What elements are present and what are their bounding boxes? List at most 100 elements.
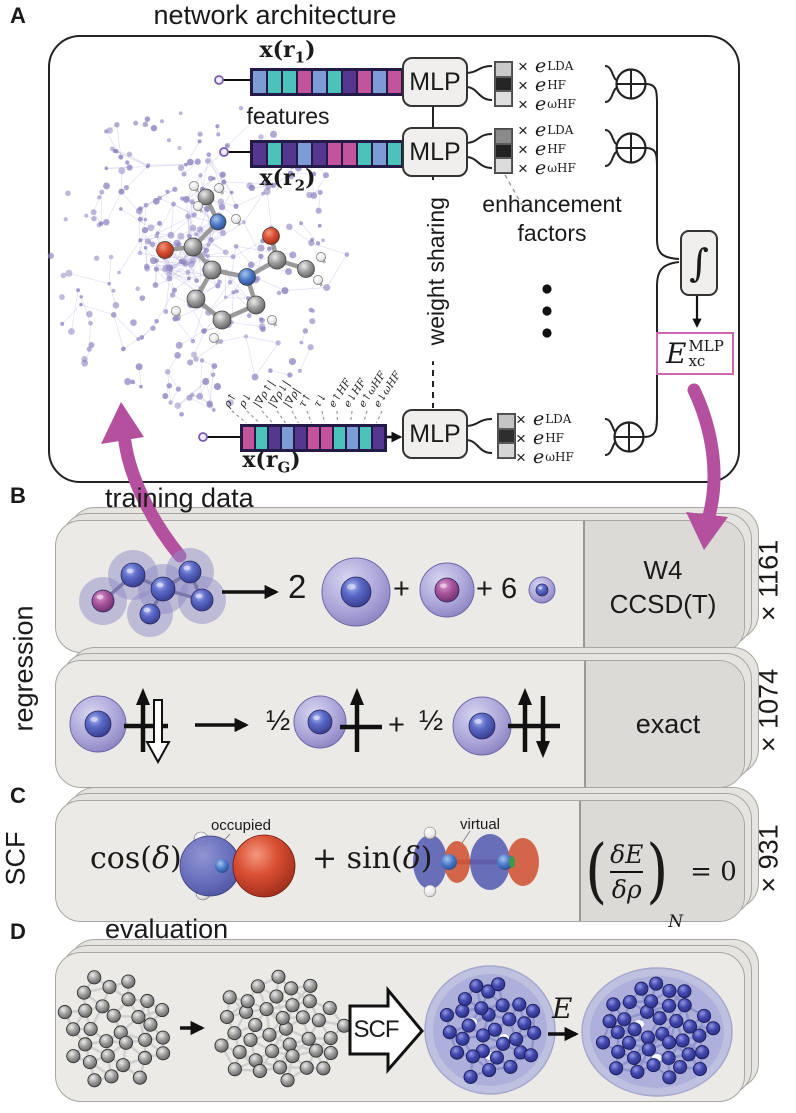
feature-cell: [297, 70, 312, 94]
weight-sharing-label: weight sharing: [422, 181, 450, 362]
times-sign: ×: [518, 95, 528, 114]
e-symbol: e: [534, 138, 547, 160]
xr1-pre: x(r: [259, 37, 295, 63]
feature-cell: [357, 70, 372, 94]
factor-row: × e ωHF: [518, 157, 576, 179]
enhancement-factors-label: enhancement factors: [462, 190, 642, 248]
energy-label: E: [552, 992, 573, 1025]
feature-vector-r1: [250, 68, 419, 96]
feature-cell: [307, 426, 320, 450]
xrg-label: x(rG): [214, 447, 329, 476]
factor-row: × e LDA: [516, 408, 574, 430]
xrg-post: ): [290, 447, 301, 473]
e-symbol: e: [534, 74, 547, 96]
card-stack-scf: [55, 787, 759, 922]
weight-cell: [495, 158, 512, 174]
weight-cell: [495, 76, 512, 92]
frac-den: δρ: [611, 875, 642, 904]
feature-cell: [242, 426, 255, 450]
rparen: ): [646, 830, 669, 912]
e-superscript: LDA: [547, 123, 574, 137]
times-sign: ×: [518, 57, 528, 76]
feature-cell: [267, 70, 282, 94]
scf-arrow-label: SCF: [353, 1016, 400, 1043]
feature-cell: [320, 426, 333, 450]
xrg-pre: x(r: [242, 447, 278, 473]
weight-cell: [495, 129, 512, 144]
e-symbol: e: [534, 93, 547, 115]
times-sign: ×: [516, 429, 526, 448]
training-molecule-blob: [79, 548, 226, 637]
exc-base: E: [666, 337, 687, 370]
variational-formula: ( δE δρ ) N = 0: [585, 826, 737, 932]
feature-cell: [372, 142, 387, 166]
panel-a-title: network architecture: [153, 0, 397, 30]
cos-arg: δ: [151, 841, 171, 876]
feature-cell: [281, 426, 294, 450]
occupied-orbital: [179, 831, 296, 901]
feature-cell: [342, 142, 357, 166]
card-stack-exact: [55, 647, 759, 788]
times-sign: ×: [516, 448, 526, 467]
factor-labels-1: × e LDA × e HF × e ωHF: [518, 55, 576, 115]
fullerene-initial: [57, 970, 171, 1088]
e-superscript: LDA: [547, 59, 574, 73]
e-symbol: e: [534, 119, 547, 141]
w4-ccsdt-label: W4 CCSD(T): [593, 554, 733, 622]
training-data-title: training data: [105, 483, 254, 513]
magenta-arrows: [101, 383, 728, 563]
times-sign: ×: [518, 140, 528, 159]
e-symbol: e: [532, 427, 545, 449]
xr1-post: ): [305, 37, 316, 63]
feature-cell: [297, 142, 312, 166]
factor-row: × e ωHF: [516, 446, 574, 468]
card-right-formula: [579, 801, 744, 921]
exact-label: exact: [635, 709, 701, 739]
feature-cell: [312, 142, 327, 166]
exc-sup: MLP: [688, 336, 724, 355]
e-superscript: HF: [545, 431, 564, 445]
frac-rule: [610, 871, 644, 873]
cos-delta: cos(δ): [90, 843, 182, 875]
factor-labels-3: × e LDA × e HF × e ωHF: [516, 408, 574, 468]
factor-row: × e LDA: [518, 55, 576, 77]
exc-sub: xc: [688, 351, 706, 370]
evaluation-title: evaluation: [105, 914, 229, 944]
panel-b-label: B: [10, 483, 26, 508]
feature-cell: [387, 70, 402, 94]
feature-cell: [357, 142, 372, 166]
fullerene-relaxed: [214, 969, 352, 1088]
e-symbol: e: [534, 55, 547, 77]
feature-cell: [294, 426, 307, 450]
feature-cell: [282, 70, 297, 94]
count-931: × 931: [753, 824, 784, 893]
feature-cell: [342, 70, 357, 94]
feature-cell: [346, 426, 359, 450]
times-sign: ×: [518, 121, 528, 140]
e-symbol: e: [532, 408, 545, 430]
feature-cell: [387, 142, 402, 166]
regression-side-label: regression: [8, 605, 39, 732]
weight-cell: [498, 414, 515, 429]
e-superscript: HF: [547, 142, 566, 156]
panel-d-label: D: [10, 919, 26, 944]
vertical-dots: [542, 284, 552, 338]
feature-cell: [327, 70, 342, 94]
feature-vector-rg: [240, 424, 387, 452]
sin-arg: δ: [402, 841, 421, 876]
plus-6: + 6: [476, 573, 518, 605]
ccsdt-line: CCSD(T): [609, 588, 717, 619]
formula-sub-n: N: [668, 912, 684, 932]
feature-cell: [252, 70, 267, 94]
feature-cell: [359, 426, 372, 450]
xor-nodes: [613, 68, 647, 453]
feature-cell: [255, 426, 268, 450]
feature-label: τ↓: [311, 391, 329, 410]
count-1161: × 1161: [753, 539, 784, 622]
weight-cell: [495, 91, 512, 107]
cos-close: ): [170, 841, 182, 876]
virtual-orbital: [413, 826, 539, 898]
